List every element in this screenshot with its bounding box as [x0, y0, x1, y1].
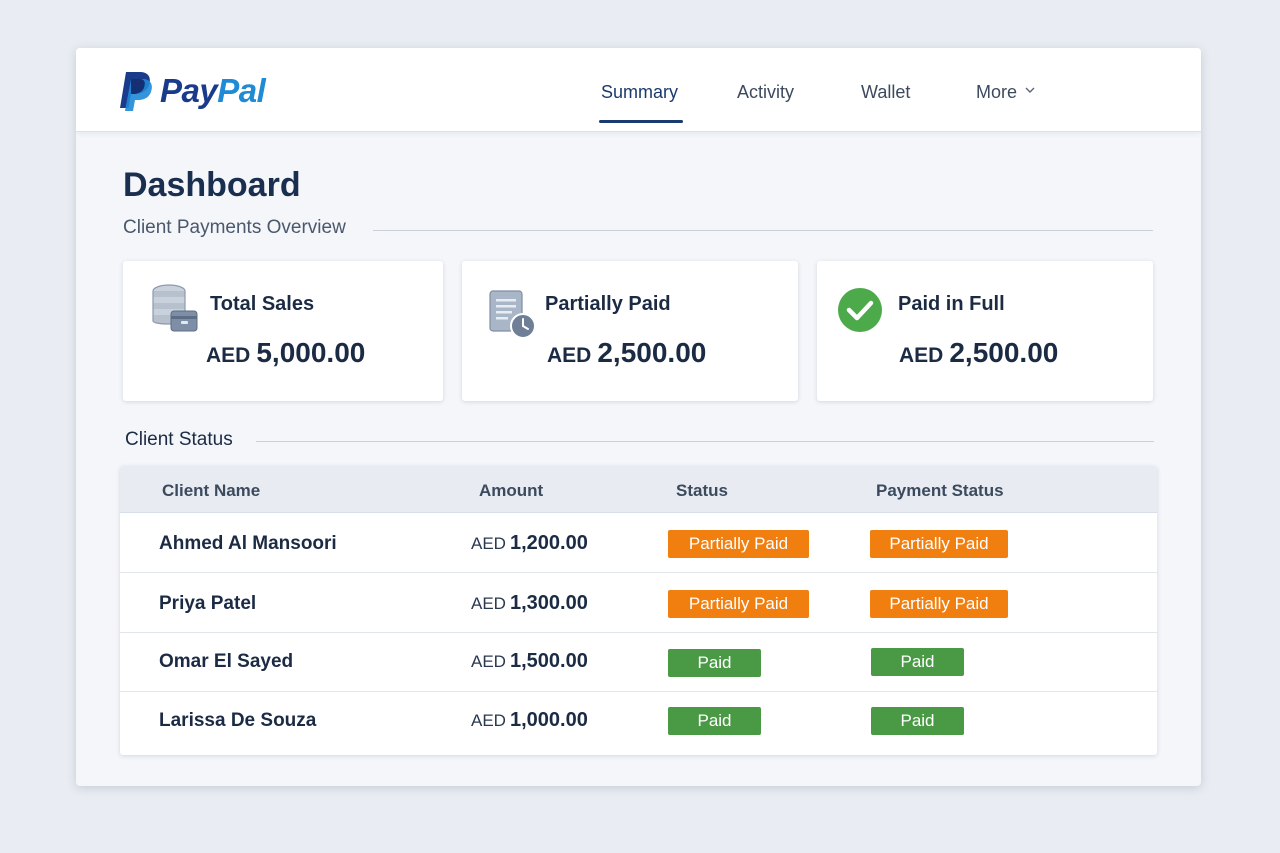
- amount-currency: AED: [471, 652, 506, 671]
- column-header-client-name[interactable]: Client Name: [162, 481, 261, 500]
- amount-value: 1,300.00: [509, 592, 588, 614]
- paid-in-full-card[interactable]: Paid in Full AED 2,500.00: [817, 261, 1153, 401]
- client-amount: AED 1,000.00: [471, 709, 588, 732]
- column-header-amount[interactable]: Amount: [479, 481, 544, 500]
- amount-value: 1,500.00: [509, 650, 588, 672]
- client-status-table: Client Name Amount Status Payment Status…: [120, 466, 1157, 755]
- table-row[interactable]: Omar El Sayed AED 1,500.00 Paid Paid: [120, 634, 1157, 692]
- status-badge: Partially Paid: [668, 590, 809, 618]
- card-title: Partially Paid: [545, 293, 671, 315]
- top-header: PayPal Summary Activity Wallet More: [76, 48, 1201, 132]
- paypal-wordmark: PayPal: [160, 70, 266, 112]
- column-header-payment-status[interactable]: Payment Status: [876, 481, 1004, 500]
- overview-section-label: Client Payments Overview: [123, 217, 346, 238]
- partially-paid-card[interactable]: Partially Paid AED 2,500.00: [462, 261, 798, 401]
- app-window: PayPal Summary Activity Wallet More Dash…: [76, 48, 1201, 786]
- client-status-section-label: Client Status: [125, 429, 233, 450]
- client-amount: AED 1,300.00: [471, 592, 588, 615]
- paypal-logo[interactable]: PayPal: [118, 70, 266, 112]
- card-title: Paid in Full: [898, 293, 1005, 315]
- card-value: AED 2,500.00: [899, 337, 1058, 369]
- nav-wallet[interactable]: Wallet: [861, 82, 911, 102]
- check-circle-icon: [838, 288, 882, 332]
- card-value: AED 2,500.00: [547, 337, 706, 369]
- client-name: Omar El Sayed: [159, 651, 294, 672]
- chevron-down-icon: [1025, 87, 1035, 93]
- client-amount: AED 1,500.00: [471, 650, 588, 673]
- brand-name-part2: Pal: [217, 72, 266, 109]
- nav-active-indicator: [599, 120, 683, 123]
- amount-currency: AED: [471, 534, 506, 553]
- amount-currency: AED: [471, 594, 506, 613]
- card-amount: 2,500.00: [949, 337, 1059, 368]
- payment-status-badge: Paid: [871, 707, 964, 735]
- brand-name-part1: Pay: [160, 72, 218, 109]
- nav-activity[interactable]: Activity: [737, 82, 795, 102]
- status-badge: Partially Paid: [668, 530, 809, 558]
- overview-divider: [373, 230, 1153, 231]
- amount-value: 1,200.00: [509, 532, 588, 554]
- table-row[interactable]: Larissa De Souza AED 1,000.00 Paid Paid: [120, 693, 1157, 755]
- amount-currency: AED: [471, 711, 506, 730]
- card-currency: AED: [206, 344, 251, 367]
- card-currency: AED: [547, 344, 592, 367]
- status-badge: Paid: [668, 707, 761, 735]
- client-status-divider: [256, 441, 1154, 442]
- total-sales-card[interactable]: Total Sales AED 5,000.00: [123, 261, 443, 401]
- paypal-logo-icon: [120, 72, 152, 111]
- column-header-status[interactable]: Status: [676, 481, 728, 500]
- card-amount: 2,500.00: [597, 337, 707, 368]
- nav-more[interactable]: More: [976, 82, 1035, 103]
- card-currency: AED: [899, 344, 944, 367]
- card-amount: 5,000.00: [256, 337, 366, 368]
- document-clock-icon: [489, 290, 536, 339]
- payment-status-badge: Partially Paid: [870, 530, 1008, 558]
- page-title: Dashboard: [123, 166, 301, 204]
- client-name: Priya Patel: [159, 593, 257, 614]
- payment-status-badge: Paid: [871, 648, 964, 676]
- status-badge: Paid: [668, 649, 761, 677]
- table-header: Client Name Amount Status Payment Status: [120, 466, 1157, 513]
- table-row[interactable]: Priya Patel AED 1,300.00 Partially Paid P…: [120, 574, 1157, 633]
- nav-summary[interactable]: Summary: [601, 82, 679, 102]
- payment-status-badge: Partially Paid: [870, 590, 1008, 618]
- amount-value: 1,000.00: [509, 709, 588, 731]
- card-title: Total Sales: [210, 293, 315, 315]
- card-value: AED 5,000.00: [206, 337, 365, 369]
- client-name: Ahmed Al Mansoori: [159, 533, 337, 554]
- table-row[interactable]: Ahmed Al Mansoori AED 1,200.00 Partially …: [120, 513, 1157, 573]
- client-name: Larissa De Souza: [159, 710, 317, 731]
- coins-wallet-icon: [152, 284, 198, 332]
- nav-more-label: More: [976, 82, 1018, 102]
- client-amount: AED 1,200.00: [471, 532, 588, 555]
